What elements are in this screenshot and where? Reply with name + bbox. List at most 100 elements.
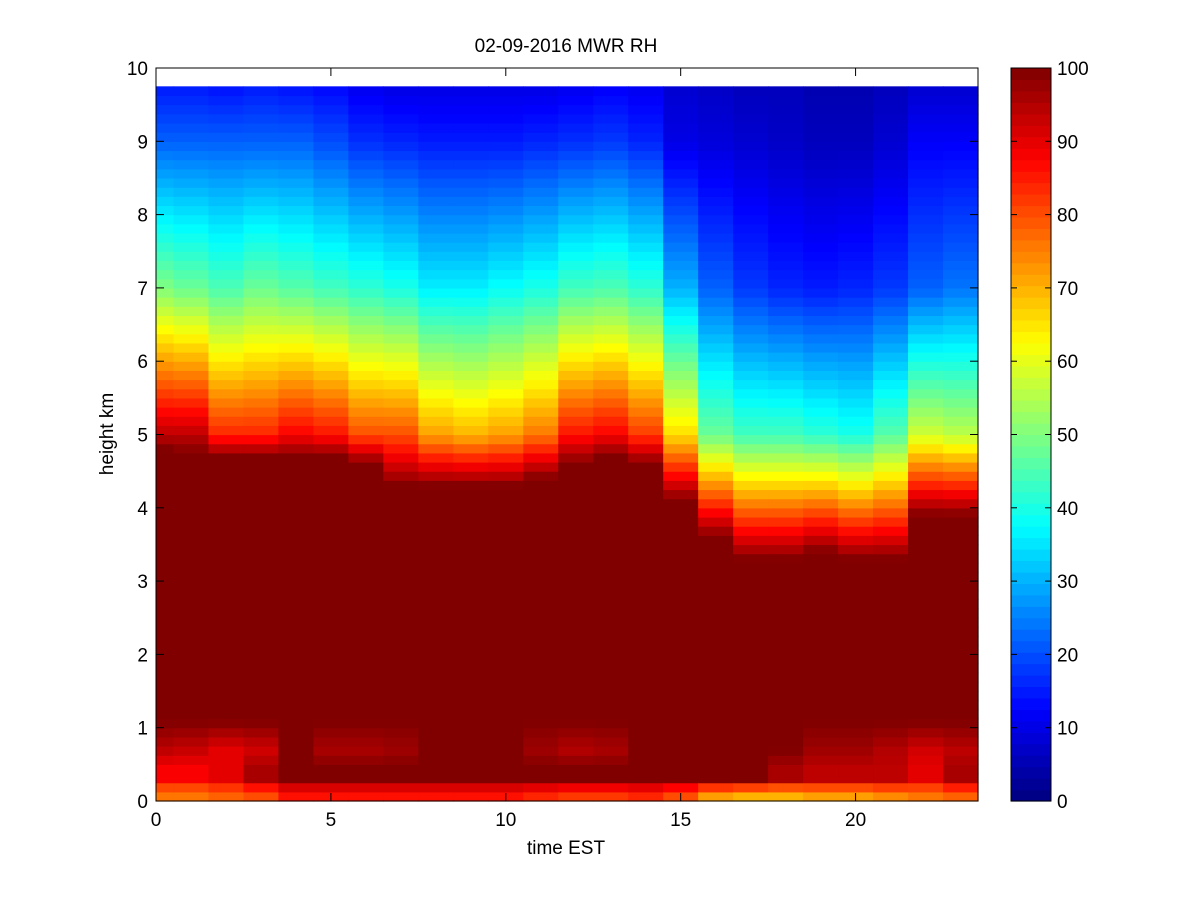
heatmap-cell: [593, 132, 629, 142]
heatmap-cell: [313, 113, 349, 124]
heatmap-cell: [908, 691, 944, 701]
heatmap-cell: [593, 599, 629, 610]
heatmap-cell: [313, 727, 349, 738]
heatmap-cell: [768, 287, 804, 298]
heatmap-cell: [733, 535, 769, 546]
heatmap-cell: [733, 342, 769, 353]
heatmap-cell: [943, 306, 979, 316]
heatmap-cell: [838, 260, 874, 271]
heatmap-cell: [873, 498, 909, 509]
heatmap-cell: [558, 709, 594, 720]
heatmap-cell: [558, 361, 594, 371]
heatmap-cell: [558, 132, 594, 142]
heatmap-cell: [383, 746, 419, 756]
heatmap-cell: [156, 791, 175, 802]
heatmap-cell: [278, 434, 315, 445]
heatmap-cell: [908, 746, 944, 756]
heatmap-cell: [873, 251, 909, 262]
heatmap-cell: [156, 443, 175, 454]
heatmap-cell: [803, 306, 839, 316]
heatmap-cell: [313, 489, 349, 500]
heatmap-cell: [418, 755, 454, 765]
heatmap-cell: [418, 608, 454, 619]
heatmap-cell: [908, 297, 944, 307]
heatmap-cell: [558, 608, 594, 619]
heatmap-cell: [453, 590, 489, 601]
heatmap-cell: [628, 736, 664, 747]
heatmap-cell: [156, 159, 175, 170]
heatmap-cell: [348, 342, 384, 353]
heatmap-cell: [348, 773, 384, 784]
heatmap-cell: [803, 571, 839, 582]
heatmap-cell: [593, 709, 629, 720]
heatmap-cell: [628, 306, 664, 316]
heatmap-cell: [768, 361, 804, 371]
heatmap-cell: [558, 416, 594, 426]
heatmap-cell: [243, 187, 280, 197]
heatmap-cell: [453, 370, 489, 381]
heatmap-cell: [908, 498, 944, 509]
heatmap-cell: [628, 617, 664, 628]
heatmap-cell: [313, 306, 349, 316]
heatmap-cell: [943, 489, 979, 500]
heatmap-cell: [943, 388, 979, 399]
heatmap-cell: [698, 746, 734, 756]
heatmap-cell: [768, 315, 804, 326]
heatmap-cell: [838, 361, 874, 371]
heatmap-cell: [383, 196, 419, 207]
heatmap-cell: [383, 636, 419, 646]
heatmap-cell: [663, 461, 699, 472]
heatmap-cell: [838, 681, 874, 692]
heatmap-cell: [943, 223, 979, 234]
heatmap-cell: [943, 333, 979, 344]
heatmap-cell: [418, 773, 454, 784]
heatmap-cell: [383, 727, 419, 738]
colorbar-tick-label: 30: [1057, 572, 1078, 593]
heatmap-cell: [908, 104, 944, 115]
heatmap-cell: [453, 608, 489, 619]
heatmap-cell: [838, 388, 874, 399]
heatmap-cell: [313, 562, 349, 573]
heatmap-cell: [173, 342, 210, 353]
heatmap-cell: [698, 452, 734, 463]
heatmap-cell: [663, 196, 699, 207]
heatmap-cell: [348, 223, 384, 234]
colorbar-band: [1011, 262, 1051, 275]
heatmap-cell: [768, 581, 804, 591]
heatmap-cell: [593, 571, 629, 582]
heatmap-cell: [156, 727, 175, 738]
heatmap-cell: [803, 700, 839, 710]
heatmap-cell: [523, 287, 559, 298]
heatmap-cell: [348, 480, 384, 491]
heatmap-cell: [943, 104, 979, 115]
heatmap-cell: [488, 278, 524, 289]
heatmap-cell: [593, 727, 629, 738]
heatmap-cell: [593, 608, 629, 619]
heatmap-cell: [453, 746, 489, 756]
heatmap-cell: [488, 544, 524, 555]
heatmap-cell: [488, 379, 524, 390]
heatmap-cell: [418, 141, 454, 152]
y-tick-label: 1: [137, 719, 148, 740]
heatmap-cell: [628, 700, 664, 710]
heatmap-cell: [768, 507, 804, 518]
heatmap-cell: [418, 379, 454, 390]
heatmap-cell: [243, 370, 280, 381]
heatmap-cell: [383, 95, 419, 106]
heatmap-cell: [418, 232, 454, 243]
heatmap-cell: [803, 416, 839, 426]
heatmap-cell: [943, 159, 979, 170]
heatmap-cell: [418, 480, 454, 491]
heatmap-cell: [663, 709, 699, 720]
heatmap-cell: [593, 544, 629, 555]
heatmap-cell: [418, 95, 454, 106]
heatmap-cell: [943, 608, 979, 619]
heatmap-cell: [523, 773, 559, 784]
heatmap-cell: [173, 636, 210, 646]
heatmap-cell: [348, 636, 384, 646]
heatmap-cell: [663, 122, 699, 133]
heatmap-cell: [943, 168, 979, 179]
heatmap-cell: [908, 452, 944, 463]
heatmap-cell: [943, 205, 979, 216]
heatmap-cell: [523, 736, 559, 747]
